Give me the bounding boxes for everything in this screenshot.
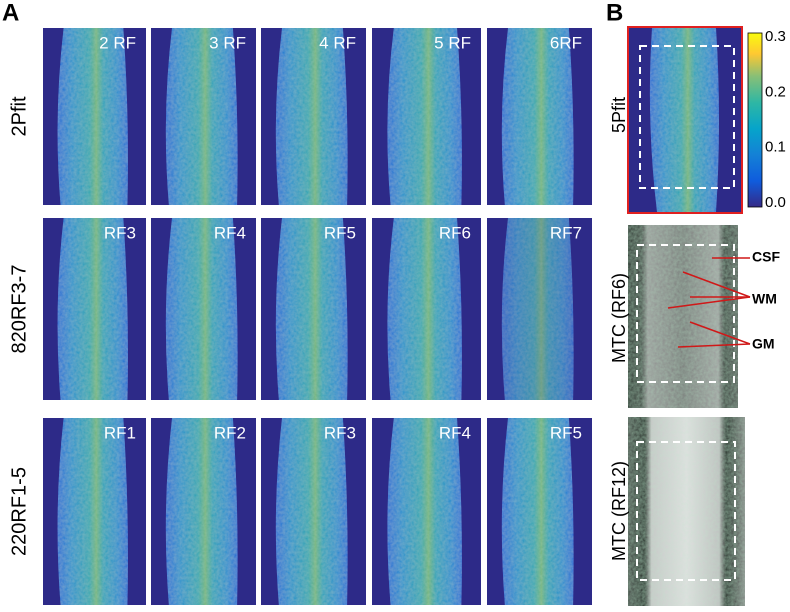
tile-label: RF5 [324,223,356,242]
cord-signal [275,28,348,205]
tile-label: RF1 [104,423,136,442]
annotation: CSF [752,249,780,265]
tile-label: RF7 [550,223,582,242]
colorbar [747,32,763,208]
row-label: 5Pfit [609,97,629,133]
cord-signal [57,28,128,205]
mtc-tile [628,225,738,408]
row-label: 2Pfit [8,96,30,136]
annotation: WM [752,291,777,307]
annotation: GM [752,336,775,352]
roi-box [636,441,736,581]
tile-label: RF2 [214,423,246,442]
tile-label: RF3 [324,423,356,442]
cord-signal [275,218,348,400]
tile-label: 6RF [550,33,582,52]
row-label: MTC (RF12) [609,461,629,561]
tile-label: RF5 [550,423,582,442]
tile-label: RF6 [439,223,471,242]
mtc-tile [628,417,745,606]
annotation-pointer [667,296,751,309]
tile-label: RF4 [214,223,246,242]
cord-signal [57,218,128,400]
cord-signal [501,28,574,205]
cord-signal [57,418,128,605]
cord-signal [275,418,348,605]
cord-signal [649,28,719,212]
colorbar-tick-label: 0.1 [765,139,786,156]
tile-label: 3 RF [209,33,246,52]
tile-label: 4 RF [319,33,356,52]
tile-label: 5 RF [434,33,471,52]
cord-signal [387,418,462,605]
annotation-pointer [689,321,751,345]
roi-box [639,45,735,189]
cord-signal [165,28,238,205]
cord-signal [387,28,462,205]
cord-signal [501,218,574,400]
colorbar-tick-label: 0.0 [765,194,786,211]
row-label: 820RF3-7 [8,265,30,354]
row-label: MTC (RF6) [609,273,629,363]
annotation-pointer [677,343,751,348]
tile-label: 2 RF [99,33,136,52]
cord-signal [387,218,462,400]
roi-box [636,244,735,383]
panel-label: B [606,0,623,26]
cord-signal [165,418,238,605]
tile-label: RF4 [439,423,471,442]
row-label: 220RF1-5 [8,467,30,556]
colorbar-tick-label: 0.3 [765,28,786,45]
tile-label: RF3 [104,223,136,242]
colorbar-tick-label: 0.2 [765,83,786,100]
panel-label: A [2,0,19,26]
cord-signal [501,418,574,605]
cord-signal [165,218,238,400]
annotation-pointer [682,271,751,298]
